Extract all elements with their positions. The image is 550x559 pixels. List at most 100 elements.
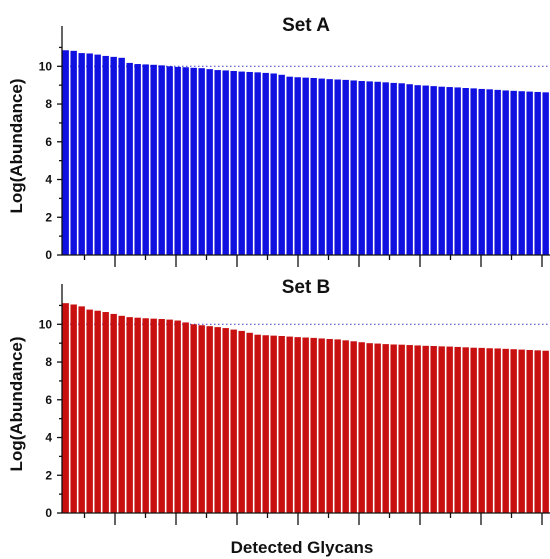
bar [134, 317, 141, 513]
panel-set-a: Set A Log(Abundance) 0 2 4 6 8 10 [7, 15, 550, 267]
bar [102, 312, 109, 513]
bar [174, 320, 181, 513]
bar [166, 66, 173, 255]
bar [406, 84, 413, 255]
bar [262, 335, 269, 513]
bar [238, 330, 245, 513]
bar [158, 319, 165, 513]
bar [446, 346, 453, 513]
y-tick-label: 4 [45, 431, 52, 445]
bar [534, 91, 541, 256]
bar [510, 349, 517, 513]
bar [270, 73, 277, 255]
bar [254, 334, 261, 513]
bar [318, 338, 325, 513]
bar [462, 88, 469, 255]
bar [270, 335, 277, 513]
y-tick-label: 10 [39, 59, 53, 73]
bar [166, 319, 173, 513]
bar [222, 328, 229, 513]
chart-title: Set A [282, 15, 330, 36]
bar [414, 345, 421, 513]
bar [174, 66, 181, 255]
bar [198, 325, 205, 513]
bar [430, 86, 437, 255]
bar [214, 327, 221, 513]
bar [326, 79, 333, 255]
bar [190, 324, 197, 513]
bar-series [62, 50, 549, 256]
bar [430, 346, 437, 513]
bar [510, 90, 517, 256]
bar [222, 70, 229, 255]
bar [142, 64, 149, 255]
bar [502, 90, 509, 255]
bar [390, 344, 397, 513]
bar [94, 54, 101, 255]
panel-set-b: Set B Log(Abundance) Detected Glycans 0 2… [7, 277, 550, 557]
bar [350, 341, 357, 513]
bar [150, 318, 157, 513]
bar [342, 79, 349, 255]
bar [118, 315, 125, 513]
bar [398, 344, 405, 513]
bar [206, 69, 213, 255]
bar [382, 344, 389, 513]
y-tick-label: 10 [39, 317, 53, 331]
bar [294, 337, 301, 513]
bar [470, 347, 477, 513]
bar [238, 71, 245, 255]
bar [422, 85, 429, 256]
bar [326, 339, 333, 513]
bar [206, 326, 213, 513]
bar [406, 345, 413, 513]
bar [182, 67, 189, 255]
bar [102, 55, 109, 255]
y-axis-label: Log(Abundance) [7, 78, 26, 213]
bar [294, 77, 301, 256]
y-tick-label: 6 [45, 135, 52, 149]
y-tick-label: 2 [45, 468, 52, 482]
bar [198, 68, 205, 255]
y-tick-label: 0 [45, 506, 52, 520]
bar-series [62, 303, 549, 513]
bar [382, 82, 389, 255]
bar [278, 74, 285, 255]
bar [478, 88, 485, 256]
bar [358, 81, 365, 255]
bar [254, 72, 261, 255]
chart-title: Set B [282, 277, 331, 298]
bar [358, 342, 365, 513]
bar [62, 303, 69, 513]
bar [398, 83, 405, 255]
bar [422, 345, 429, 513]
bar [214, 70, 221, 255]
bar [478, 347, 485, 513]
bar [414, 85, 421, 255]
y-tick-label: 2 [45, 210, 52, 224]
bar [542, 350, 549, 513]
bar [302, 77, 309, 255]
bar [126, 317, 133, 513]
bar [182, 322, 189, 513]
bar [462, 347, 469, 513]
bar [350, 80, 357, 256]
bar [70, 304, 77, 513]
bar [438, 346, 445, 513]
bar [142, 318, 149, 513]
x-axis-label: Detected Glycans [231, 538, 374, 557]
bar [494, 348, 501, 513]
y-tick-label: 6 [45, 393, 52, 407]
bar [86, 53, 93, 256]
bar [110, 56, 117, 255]
bar [134, 64, 141, 255]
bar [494, 89, 501, 256]
axes: 0 2 4 6 8 10 [39, 26, 550, 267]
bar [502, 348, 509, 513]
y-tick-label: 0 [45, 248, 52, 262]
bar [94, 310, 101, 513]
bar [62, 50, 69, 256]
y-tick-label: 8 [45, 97, 52, 111]
bar [310, 337, 317, 513]
